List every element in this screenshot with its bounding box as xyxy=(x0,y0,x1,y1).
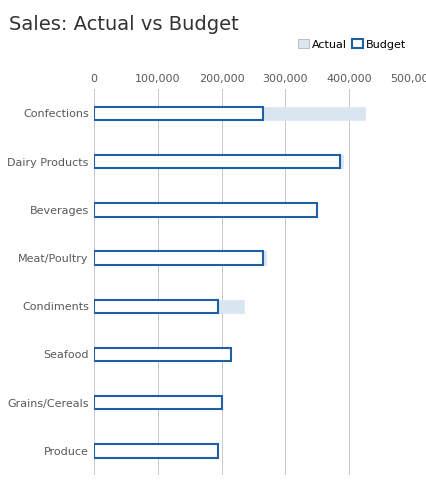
Bar xyxy=(94,106,263,120)
Bar xyxy=(94,347,231,361)
Bar xyxy=(94,203,317,217)
Bar xyxy=(94,251,263,265)
Bar xyxy=(94,106,365,120)
Bar xyxy=(94,155,343,168)
Bar xyxy=(94,203,279,217)
Text: Sales: Actual vs Budget: Sales: Actual vs Budget xyxy=(9,15,238,34)
Bar xyxy=(94,444,218,458)
Bar xyxy=(94,299,218,313)
Bar xyxy=(94,155,340,168)
Bar xyxy=(94,299,244,313)
Bar xyxy=(94,444,218,458)
Bar xyxy=(94,347,231,361)
Bar xyxy=(94,396,222,409)
Bar xyxy=(94,396,222,409)
Bar xyxy=(94,251,266,265)
Legend: Actual, Budget: Actual, Budget xyxy=(294,35,411,54)
